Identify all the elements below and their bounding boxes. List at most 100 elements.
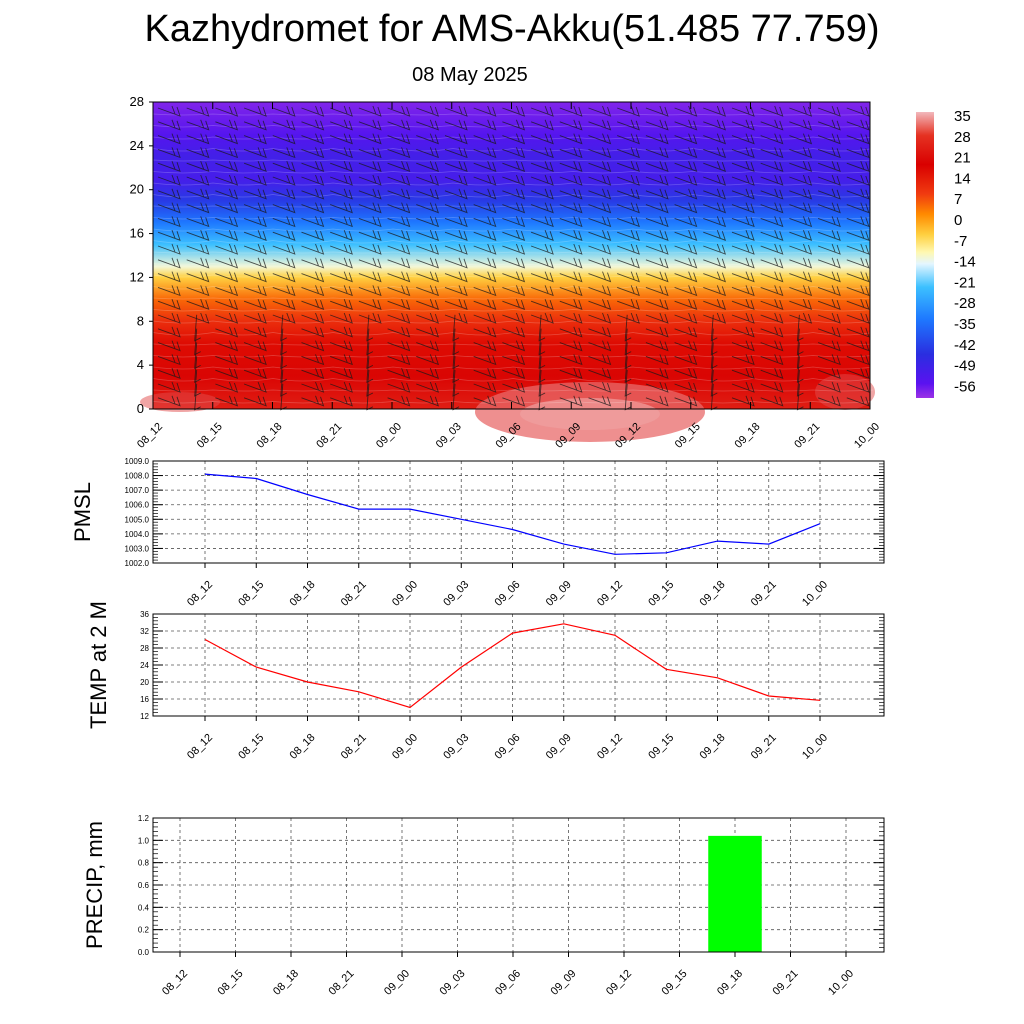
x-tick-label: 08_15 [195, 421, 225, 451]
wind-barb [538, 369, 546, 397]
y-tick-label: 36 [140, 610, 149, 619]
x-tick-label: 09_09 [544, 732, 574, 762]
temperature-contour [152, 171, 874, 174]
wind-barb [710, 342, 718, 370]
wind-barb [473, 312, 497, 324]
wind-barb [502, 257, 526, 269]
wind-barb [674, 161, 698, 172]
wind-barb [846, 312, 870, 324]
wind-barb [157, 161, 181, 172]
wind-barb [330, 285, 353, 297]
wind-barb [502, 299, 526, 310]
wind-barb [194, 342, 201, 370]
wind-barb [243, 368, 267, 379]
wind-barb [272, 271, 296, 283]
wind-barb [330, 133, 353, 145]
wind-barb [416, 230, 440, 241]
wind-barb [559, 216, 583, 228]
wind-barb [731, 299, 755, 310]
wind-barb [703, 119, 727, 131]
wind-barb [444, 147, 468, 159]
wind-barb [301, 395, 325, 407]
wind-barb [530, 133, 554, 145]
wind-barb [796, 383, 804, 411]
temperature-contour [152, 159, 874, 162]
wind-barb [243, 230, 267, 241]
wind-barb [416, 326, 440, 338]
wind-barb [645, 368, 669, 379]
wind-barb [416, 105, 440, 117]
wind-barb [243, 257, 267, 269]
wind-barb [157, 312, 181, 324]
wind-barb [473, 285, 497, 297]
wind-barb [473, 326, 497, 338]
wind-barb [617, 174, 640, 186]
wind-barb [789, 243, 813, 255]
wind-barb [502, 381, 526, 393]
wind-barb [559, 105, 583, 117]
temperature-contour [152, 366, 874, 370]
wind-barb [530, 161, 554, 172]
x-tick-label: 09_18 [698, 732, 728, 762]
y-tick-label: 0.0 [138, 948, 150, 957]
precip-panel: 1.2 1.0 0.8 0.6 0.4 0.2 0.0 08_12 08_15 08_18 08_2… [82, 814, 885, 998]
pmsl-panel: 1009.0 1008.0 1007.0 1006.0 1005.0 1004.0 1003… [70, 457, 885, 609]
wind-barb [817, 161, 841, 172]
wind-barb [330, 188, 353, 200]
y-tick-label: 28 [140, 644, 149, 653]
x-tick-label: 08_12 [160, 968, 190, 998]
wind-barb [674, 368, 698, 379]
wind-barb [444, 202, 468, 214]
wind-barb [330, 105, 353, 117]
wind-barb [617, 147, 640, 159]
wind-barb [243, 133, 267, 145]
wind-barb [703, 257, 727, 269]
wind-barb [530, 271, 554, 283]
wind-barb [588, 354, 612, 366]
y-tick-label: 12 [140, 712, 149, 721]
x-tick-label: 09_03 [434, 421, 464, 451]
wind-barb [817, 354, 841, 366]
x-tick-label: 09_00 [382, 968, 412, 998]
wind-barb [645, 119, 669, 131]
wind-barb [301, 119, 325, 131]
wind-barb [817, 147, 841, 159]
wind-barb [731, 174, 755, 186]
wind-barb [416, 354, 440, 366]
wind-barb [624, 342, 632, 370]
panel-frame [152, 460, 885, 564]
wind-barb [301, 147, 325, 159]
wind-barb [243, 243, 267, 255]
wind-barb [301, 133, 325, 145]
wind-barb [703, 202, 727, 214]
wind-barb [760, 381, 784, 393]
wind-barb [617, 285, 640, 297]
wind-barb [215, 326, 239, 338]
wind-barb [473, 243, 497, 255]
wind-barb [502, 285, 526, 297]
wind-barb [243, 119, 267, 131]
wind-barb [272, 147, 296, 159]
x-tick-label: 08_21 [327, 968, 357, 998]
x-tick-label: 09_12 [595, 579, 625, 609]
wind-barb [272, 105, 296, 117]
wind-barb [358, 119, 382, 131]
wind-barb [186, 147, 210, 159]
x-tick-label: 08_21 [339, 579, 369, 609]
wind-barb [796, 356, 804, 383]
wind-barb [157, 299, 181, 310]
wind-barb [215, 230, 239, 241]
y-tick-label: 24 [130, 138, 144, 153]
wind-barb [387, 216, 411, 228]
colorbar-label: 28 [954, 129, 971, 146]
wind-barb [760, 257, 784, 269]
colorbar-label: -35 [954, 316, 976, 333]
wind-barb [530, 202, 554, 214]
wind-barb [731, 133, 755, 145]
wind-barb [330, 119, 353, 131]
y-tick-label: 0.6 [138, 881, 150, 890]
temperature-contour [152, 217, 874, 220]
wind-barb [157, 271, 181, 283]
wind-barb [387, 188, 411, 200]
wind-barb [674, 271, 698, 283]
